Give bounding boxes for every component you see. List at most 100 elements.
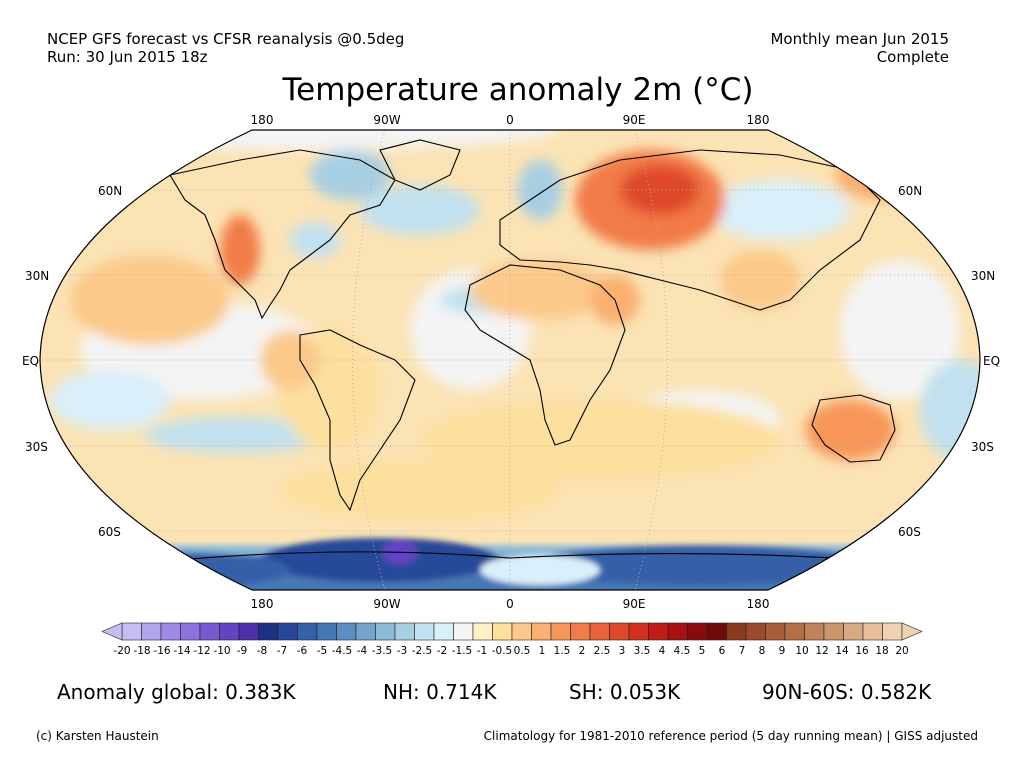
colorbar-tick-label: -10 — [213, 645, 231, 657]
colorbar-tick-label: 14 — [835, 645, 849, 657]
lat-label-eq-right: EQ — [983, 354, 1001, 368]
lat-label-30s-left: 30S — [25, 440, 48, 454]
colorbar-tick-label: 1 — [538, 645, 546, 657]
colorbar-tick-label: -6 — [296, 645, 308, 657]
map-title: Temperature anomaly 2m (°C) — [282, 72, 754, 108]
colorbar-tick-label: 2 — [578, 645, 586, 657]
colorbar-swatch — [745, 622, 766, 641]
climatology-note: Climatology for 1981-2010 reference peri… — [483, 729, 978, 743]
colorbar-swatch — [550, 622, 571, 641]
colorbar-swatch — [414, 622, 435, 641]
colorbar-tick-label: 12 — [815, 645, 829, 657]
lat-label-60n-left: 60N — [98, 184, 123, 198]
colorbar-tick-label: 2.5 — [593, 645, 611, 657]
lat-label-eq-left: EQ — [22, 354, 40, 368]
colorbar-tick-label: 3.5 — [633, 645, 651, 657]
colorbar-tick-label: 18 — [875, 645, 889, 657]
colorbar-swatch — [687, 622, 708, 641]
colorbar-swatch — [531, 622, 552, 641]
colorbar-tick-label: 20 — [895, 645, 909, 657]
colorbar-swatch — [843, 622, 864, 641]
colorbar — [101, 622, 923, 641]
colorbar-tick-label: 5 — [698, 645, 706, 657]
colorbar-tick-label: -0.5 — [491, 645, 513, 657]
colorbar-tick-label: -12 — [193, 645, 211, 657]
colorbar-tick-label: 7 — [738, 645, 746, 657]
colorbar-min-arrow — [101, 622, 123, 641]
status-info-line: Complete — [876, 48, 949, 66]
colorbar-tick-label: -14 — [173, 645, 191, 657]
lon-label-180-east: 180 — [746, 113, 770, 127]
colorbar-tick-label: -4 — [356, 645, 368, 657]
lon-label-180-west-bottom: 180 — [250, 597, 274, 611]
colorbar-swatch — [297, 622, 318, 641]
colorbar-swatch — [628, 622, 649, 641]
colorbar-tick-label: -9 — [236, 645, 248, 657]
colorbar-tick-label: 9 — [778, 645, 786, 657]
colorbar-swatch — [882, 622, 903, 641]
colorbar-swatch — [511, 622, 532, 641]
arctic-anomaly-value: 90N-60S: 0.582K — [762, 680, 932, 704]
colorbar-swatch — [609, 622, 630, 641]
lat-label-30n-right: 30N — [971, 269, 996, 283]
lon-label-90e: 90E — [622, 113, 646, 127]
lon-label-90e-bottom: 90E — [622, 597, 646, 611]
colorbar-swatch — [336, 622, 357, 641]
colorbar-tick-label: -4.5 — [331, 645, 353, 657]
lon-label-0: 0 — [506, 113, 514, 127]
colorbar-swatch — [316, 622, 337, 641]
colorbar-swatch — [570, 622, 591, 641]
colorbar-swatch — [219, 622, 240, 641]
lon-label-90w: 90W — [373, 113, 401, 127]
colorbar-swatch — [277, 622, 298, 641]
colorbar-tick-label: 4.5 — [673, 645, 691, 657]
lon-label-90w-bottom: 90W — [373, 597, 401, 611]
run-info-line: Run: 30 Jun 2015 18z — [47, 48, 208, 66]
period-info-line: Monthly mean Jun 2015 — [770, 30, 949, 48]
colorbar-swatch — [784, 622, 805, 641]
copyright-credit: (c) Karsten Haustein — [36, 729, 159, 743]
colorbar-swatch — [160, 622, 181, 641]
colorbar-swatch — [433, 622, 454, 641]
colorbar-tick-label: -1.5 — [451, 645, 473, 657]
colorbar-swatch — [804, 622, 825, 641]
colorbar-tick-label: -18 — [133, 645, 151, 657]
colorbar-tick-label: -1 — [476, 645, 488, 657]
colorbar-swatch — [726, 622, 747, 641]
lon-label-180-west: 180 — [250, 113, 274, 127]
colorbar-tick-label: 10 — [795, 645, 809, 657]
colorbar-tick-label: -8 — [256, 645, 268, 657]
colorbar-tick-label: 16 — [855, 645, 869, 657]
colorbar-swatch — [394, 622, 415, 641]
colorbar-swatch — [258, 622, 279, 641]
colorbar-tick-label: -20 — [113, 645, 131, 657]
colorbar-tick-label: -5 — [316, 645, 328, 657]
colorbar-swatch — [199, 622, 220, 641]
lat-label-30s-right: 30S — [971, 440, 994, 454]
nh-anomaly-value: NH: 0.714K — [383, 680, 497, 704]
lat-label-30n-left: 30N — [25, 269, 50, 283]
colorbar-tick-label: -2 — [436, 645, 448, 657]
colorbar-swatch — [121, 622, 142, 641]
colorbar-tick-label: 4 — [658, 645, 666, 657]
sh-anomaly-value: SH: 0.053K — [569, 680, 681, 704]
colorbar-swatch — [492, 622, 513, 641]
colorbar-swatch — [589, 622, 610, 641]
colorbar-tick-label: -3 — [396, 645, 408, 657]
globe-outline — [39, 129, 981, 591]
global-anomaly-value: Anomaly global: 0.383K — [57, 680, 296, 704]
colorbar-tick-label: 8 — [758, 645, 766, 657]
colorbar-swatch — [823, 622, 844, 641]
colorbar-tick-label: 6 — [718, 645, 726, 657]
colorbar-tick-label: -3.5 — [371, 645, 393, 657]
colorbar-swatch — [706, 622, 727, 641]
colorbar-tick-label: -2.5 — [411, 645, 433, 657]
colorbar-swatch — [862, 622, 883, 641]
colorbar-swatch — [141, 622, 162, 641]
colorbar-tick-label: 3 — [618, 645, 626, 657]
colorbar-max-arrow — [901, 622, 923, 641]
colorbar-swatch — [238, 622, 259, 641]
colorbar-swatch — [667, 622, 688, 641]
lat-label-60s-left: 60S — [98, 525, 121, 539]
